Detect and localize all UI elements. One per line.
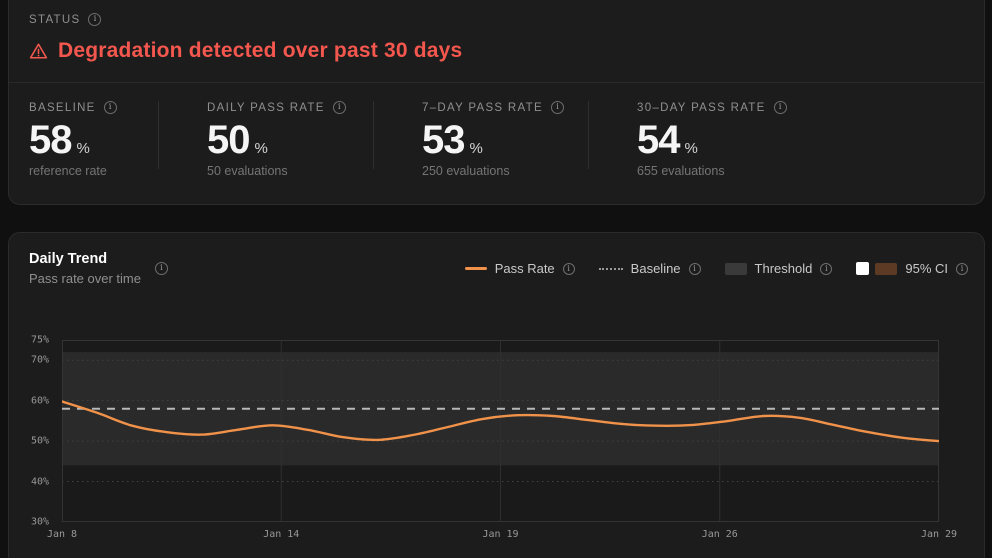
metric-7day-unit: % [469, 140, 483, 157]
metric-7day-sub: 250 evaluations [422, 164, 510, 178]
pass-rate-line-swatch [464, 267, 487, 270]
metric-30day-sub: 655 evaluations [637, 164, 725, 178]
metric-divider [588, 101, 589, 169]
x-tick-label: Jan 14 [263, 529, 300, 540]
pass-rate-trend-chart[interactable] [62, 340, 939, 522]
trend-title: Daily Trend [29, 251, 108, 267]
x-tick-label: Jan 29 [920, 529, 958, 540]
y-axis-tick-labels: 75% 70% 60% 50% 40% 30% [9, 335, 56, 528]
metric-divider [373, 101, 374, 169]
metric-daily-pass-rate: DAILY PASS RATE 50 % 50 evaluations [159, 83, 373, 178]
status-metrics-divider [9, 82, 984, 83]
x-tick-label: Jan 19 [482, 529, 519, 540]
metric-30day-info-icon[interactable] [773, 101, 787, 114]
trend-subtitle: Pass rate over time [29, 271, 141, 286]
legend-threshold[interactable]: Threshold [724, 261, 833, 276]
x-axis-tick-labels: Jan 8 Jan 14 Jan 19 Jan 26 Jan 29 [47, 529, 957, 543]
metric-30day-unit: % [684, 140, 698, 157]
warning-icon [29, 42, 48, 60]
metric-baseline-value: 58 [29, 118, 72, 162]
metric-30day-value: 54 [637, 118, 680, 162]
legend-pass-rate[interactable]: Pass Rate [464, 261, 575, 276]
trend-chart-plot-area[interactable] [62, 340, 939, 522]
x-tick-label: Jan 8 [46, 529, 78, 540]
status-message: Degradation detected over past 30 days [58, 39, 463, 62]
y-tick-label: 75% [30, 334, 49, 346]
metric-7day-label: 7–DAY PASS RATE [422, 101, 543, 114]
trend-info-icon[interactable] [155, 262, 168, 275]
metric-baseline: BASELINE 58 % reference rate [9, 83, 158, 178]
status-label: STATUS [29, 13, 81, 26]
metric-7day-value: 53 [422, 118, 465, 162]
legend-pass-rate-label: Pass Rate [494, 261, 555, 276]
metric-daily-value: 50 [207, 118, 250, 162]
status-info-icon[interactable] [88, 13, 102, 26]
y-tick-label: 70% [30, 354, 49, 366]
metric-daily-info-icon[interactable] [332, 101, 346, 114]
legend-95-ci-info-icon[interactable] [956, 262, 968, 275]
daily-trend-panel: Daily Trend Pass rate over time Pass Rat… [8, 232, 985, 558]
metric-baseline-sub: reference rate [29, 164, 107, 178]
y-tick-label: 30% [30, 516, 49, 528]
metric-30day-pass-rate: 30–DAY PASS RATE 54 % 655 evaluations [589, 83, 984, 178]
legend-baseline-info-icon[interactable] [688, 262, 701, 275]
metrics-row: BASELINE 58 % reference rate DAILY PASS … [9, 83, 984, 178]
y-tick-label: 50% [30, 435, 49, 447]
legend-95-ci-label: 95% CI [905, 261, 948, 276]
chart-legend: Pass Rate Baseline Threshold 95% CI [464, 261, 968, 276]
legend-baseline-label: Baseline [630, 261, 681, 276]
status-panel: STATUS Degradation detected over past 30… [8, 0, 985, 205]
metric-baseline-label: BASELINE [29, 101, 96, 114]
metric-7day-pass-rate: 7–DAY PASS RATE 53 % 250 evaluations [374, 83, 588, 178]
y-tick-label: 40% [30, 476, 49, 488]
threshold-box-swatch [724, 262, 747, 275]
x-tick-label: Jan 26 [701, 529, 738, 540]
metric-baseline-unit: % [76, 140, 90, 157]
baseline-dotted-swatch [598, 267, 623, 270]
metric-daily-sub: 50 evaluations [207, 164, 288, 178]
metric-30day-label: 30–DAY PASS RATE [637, 101, 766, 114]
metric-daily-label: DAILY PASS RATE [207, 101, 325, 114]
legend-95-ci[interactable]: 95% CI [856, 261, 968, 276]
ci-white-box-swatch [856, 262, 870, 275]
legend-threshold-info-icon[interactable] [820, 262, 833, 275]
legend-baseline[interactable]: Baseline [598, 261, 701, 276]
metric-baseline-info-icon[interactable] [103, 101, 117, 114]
ci-brown-box-swatch [875, 262, 898, 275]
legend-pass-rate-info-icon[interactable] [562, 262, 575, 275]
metric-7day-info-icon[interactable] [550, 101, 564, 114]
legend-threshold-label: Threshold [754, 261, 813, 276]
metric-divider [158, 101, 159, 169]
metric-daily-unit: % [254, 140, 268, 157]
y-tick-label: 60% [30, 395, 49, 407]
